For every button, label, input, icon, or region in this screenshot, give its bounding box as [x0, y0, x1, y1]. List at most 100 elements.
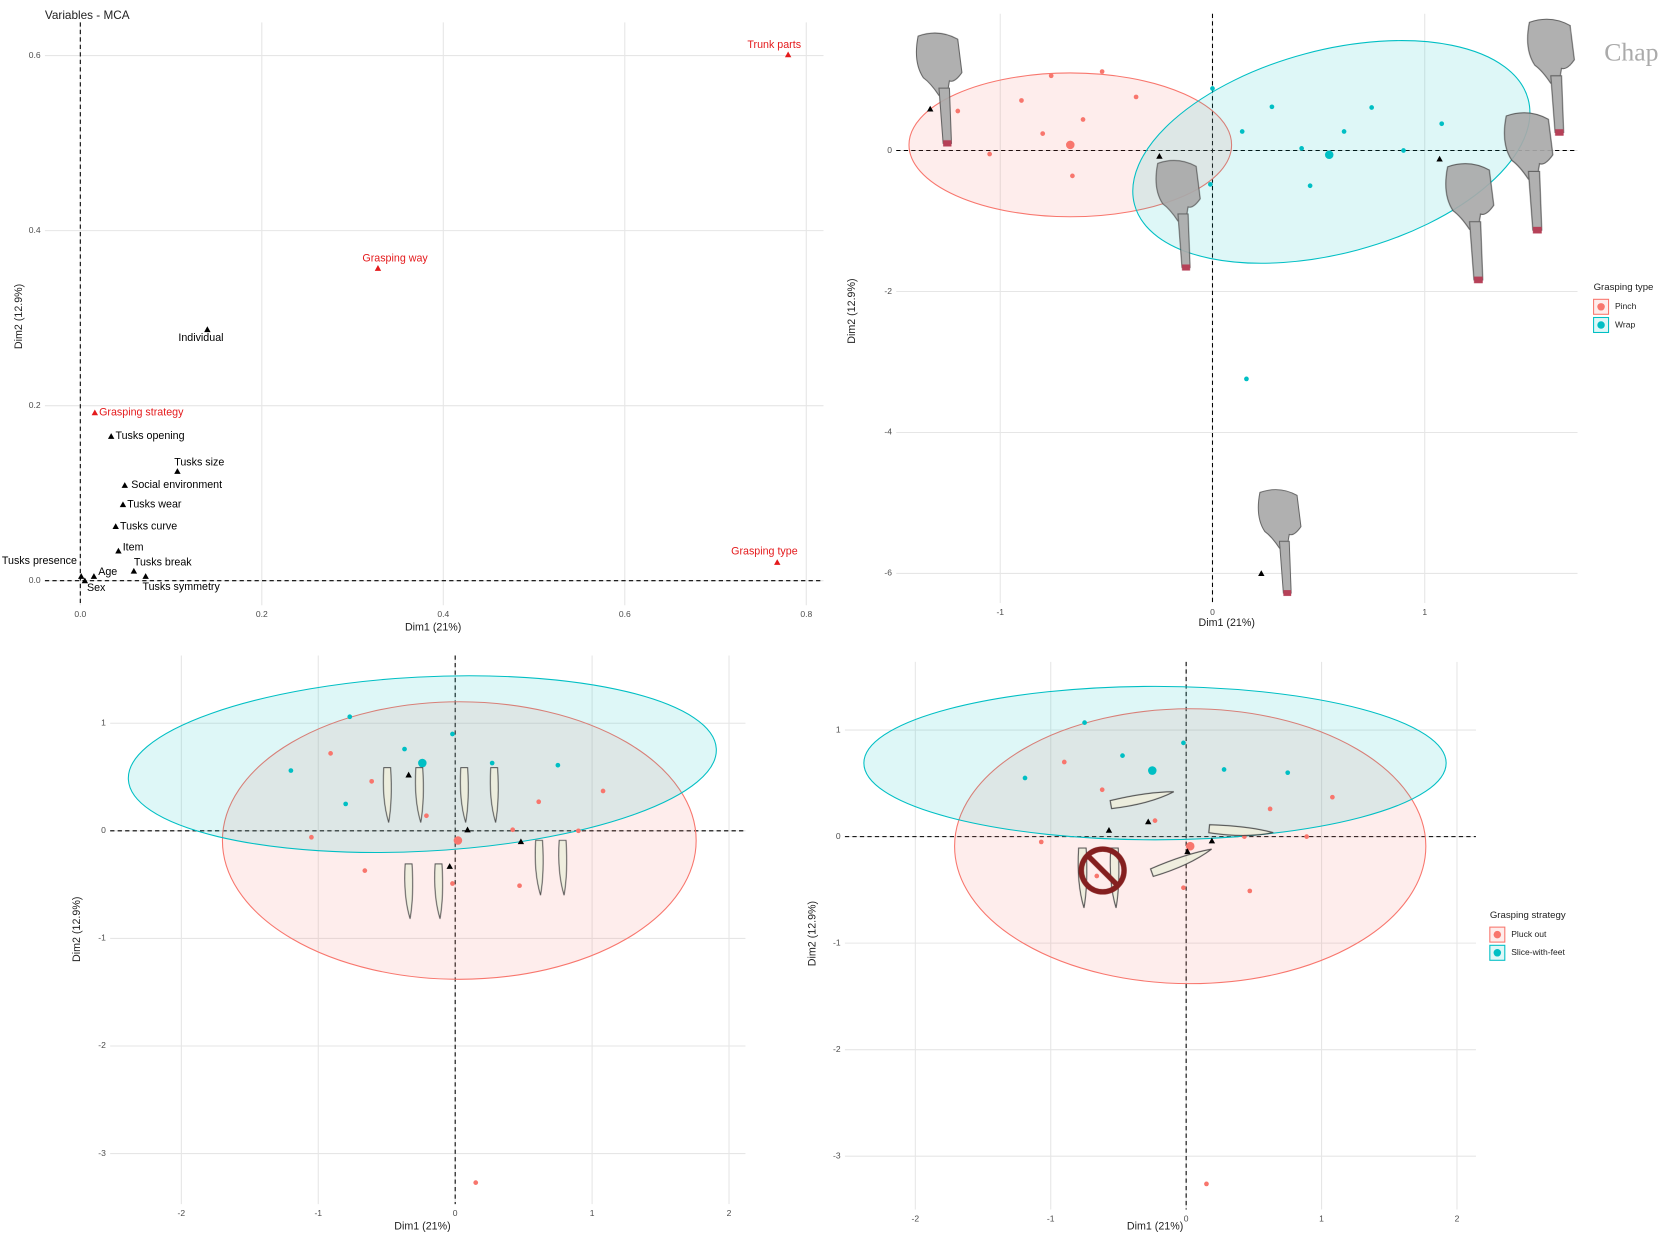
- point: [517, 883, 522, 889]
- y-axis-label: Dim2 (12.9%): [846, 278, 858, 343]
- x-tick-label: 1: [1422, 607, 1427, 617]
- point: [405, 771, 412, 778]
- legend-label: Pluck out: [1511, 929, 1547, 939]
- point: [517, 838, 525, 845]
- point: [450, 731, 455, 737]
- point: [1244, 376, 1249, 382]
- icons: [382, 18, 1576, 920]
- point: [1304, 834, 1310, 839]
- centroid: [1324, 150, 1334, 160]
- point-label: Grasping way: [362, 252, 428, 264]
- point: [1152, 818, 1158, 823]
- elephant-icon: [1445, 163, 1495, 284]
- point: [489, 760, 495, 766]
- y-tick-label: -6: [884, 568, 892, 578]
- x-tick-label: -1: [314, 1208, 322, 1218]
- point: [784, 51, 792, 58]
- point: [1285, 770, 1291, 776]
- point: [1048, 73, 1054, 79]
- point: [1369, 105, 1375, 110]
- point-label: Grasping strategy: [99, 406, 184, 418]
- y-tick-label: -1: [833, 937, 841, 947]
- point: [204, 326, 211, 333]
- x-axis-label: Dim1 (21%): [394, 1220, 450, 1232]
- point: [1204, 1181, 1209, 1187]
- point: [112, 523, 119, 529]
- point-label: Tusks presence: [2, 555, 77, 567]
- point: [81, 577, 89, 584]
- point: [107, 433, 115, 439]
- point: [955, 108, 961, 114]
- point: [1145, 818, 1152, 825]
- point: [600, 788, 606, 794]
- x-tick-label: 1: [590, 1208, 595, 1218]
- x-axis-label: Dim1 (21%): [1199, 617, 1255, 629]
- point: [1258, 570, 1265, 577]
- point: [174, 468, 181, 474]
- y-tick-label: 0: [101, 825, 106, 835]
- point: [1439, 121, 1445, 127]
- point: [91, 409, 99, 416]
- point: [1221, 767, 1227, 772]
- y-tick-label: 1: [101, 718, 106, 728]
- point: [987, 151, 992, 157]
- legend-title: Grasping type: [1594, 282, 1654, 293]
- point: [446, 863, 453, 869]
- prohibition-sign: [1078, 846, 1127, 895]
- point-label: Tusks break: [134, 556, 192, 568]
- point: [328, 751, 333, 756]
- point: [1181, 740, 1186, 746]
- y-tick-label: 0.0: [29, 575, 41, 585]
- elephant-icon: [1257, 489, 1302, 597]
- elephant-icon: [1503, 112, 1554, 235]
- point-label: Sex: [87, 582, 106, 594]
- legend-key: [1597, 321, 1605, 329]
- point: [1105, 827, 1113, 833]
- point: [1019, 98, 1024, 103]
- legend-key: [1493, 949, 1502, 957]
- point: [1156, 152, 1163, 159]
- x-tick-label: 2: [727, 1208, 732, 1218]
- point-label: Age: [98, 566, 117, 578]
- centroid: [453, 836, 463, 845]
- point: [1099, 69, 1105, 74]
- point: [1133, 94, 1139, 100]
- point: [90, 573, 98, 579]
- point: [1082, 720, 1087, 725]
- point: [576, 828, 581, 834]
- y-axis-label: Dim2 (12.9%): [807, 901, 819, 966]
- y-tick-label: 0.6: [29, 50, 41, 60]
- point: [1120, 753, 1125, 758]
- point: [78, 573, 85, 579]
- point: [1022, 775, 1028, 781]
- x-tick-label: 0.8: [800, 609, 812, 619]
- x-axis-label: Dim1 (21%): [1127, 1220, 1183, 1232]
- point: [1040, 131, 1046, 136]
- x-tick-label: 0.0: [74, 609, 86, 619]
- point: [424, 813, 429, 819]
- y-tick-label: 1: [836, 724, 841, 734]
- y-tick-label: 0.2: [29, 400, 41, 410]
- point-label: Item: [123, 542, 144, 554]
- centroid: [1148, 766, 1157, 775]
- x-tick-label: 1: [1319, 1213, 1324, 1223]
- point: [1341, 129, 1347, 134]
- y-tick-label: -3: [98, 1148, 106, 1158]
- point: [1099, 787, 1105, 793]
- point-label: Grasping type: [731, 545, 798, 557]
- x-tick-label: 0: [1184, 1213, 1189, 1223]
- point: [374, 265, 382, 271]
- point: [142, 573, 149, 579]
- legend-key: [1493, 930, 1502, 939]
- legend-key: [1597, 303, 1605, 311]
- point: [1401, 148, 1406, 153]
- confidence-ellipse: [863, 685, 1447, 841]
- point: [1307, 183, 1313, 189]
- point: [1208, 837, 1216, 844]
- x-tick-label: 0.2: [256, 609, 268, 619]
- point: [1038, 839, 1044, 845]
- x-axis-label: Dim1 (21%): [405, 621, 461, 633]
